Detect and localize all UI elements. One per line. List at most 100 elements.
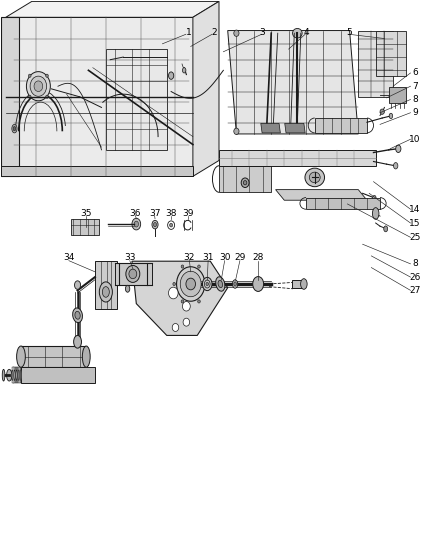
Ellipse shape: [172, 324, 179, 332]
Polygon shape: [21, 367, 95, 383]
Ellipse shape: [10, 370, 11, 381]
Polygon shape: [376, 30, 406, 76]
Ellipse shape: [28, 74, 31, 77]
Ellipse shape: [132, 218, 141, 230]
Ellipse shape: [384, 226, 388, 232]
Ellipse shape: [305, 168, 325, 187]
Polygon shape: [1, 17, 19, 176]
Ellipse shape: [393, 163, 398, 169]
Text: 15: 15: [409, 219, 420, 228]
Ellipse shape: [373, 196, 376, 201]
Ellipse shape: [169, 287, 178, 299]
Polygon shape: [18, 367, 20, 383]
Polygon shape: [276, 190, 367, 200]
Ellipse shape: [99, 282, 113, 302]
Ellipse shape: [82, 346, 90, 367]
Ellipse shape: [241, 178, 249, 188]
Bar: [389, 87, 406, 103]
Ellipse shape: [2, 369, 5, 381]
Polygon shape: [20, 367, 21, 383]
Text: 37: 37: [149, 209, 160, 218]
Ellipse shape: [253, 277, 264, 292]
Text: 8: 8: [412, 95, 418, 104]
Polygon shape: [16, 367, 17, 383]
Ellipse shape: [206, 282, 208, 286]
Ellipse shape: [12, 124, 17, 133]
Polygon shape: [14, 367, 15, 383]
Text: 31: 31: [202, 253, 214, 262]
Text: 28: 28: [252, 253, 264, 262]
Ellipse shape: [181, 265, 184, 268]
Text: 14: 14: [409, 205, 420, 214]
Text: 7: 7: [412, 82, 418, 91]
Ellipse shape: [126, 265, 140, 282]
Text: 4: 4: [303, 28, 309, 37]
Ellipse shape: [16, 370, 17, 381]
Polygon shape: [115, 263, 152, 285]
Ellipse shape: [183, 68, 186, 73]
Text: 38: 38: [166, 209, 177, 218]
Ellipse shape: [293, 28, 302, 38]
Ellipse shape: [202, 277, 212, 290]
Ellipse shape: [169, 72, 174, 79]
Ellipse shape: [380, 109, 385, 114]
Ellipse shape: [177, 266, 205, 301]
Ellipse shape: [17, 346, 25, 367]
Ellipse shape: [153, 222, 156, 227]
Text: 10: 10: [409, 135, 420, 144]
Ellipse shape: [234, 30, 239, 36]
Text: 34: 34: [63, 253, 74, 262]
Ellipse shape: [13, 126, 16, 131]
Polygon shape: [95, 261, 117, 309]
Ellipse shape: [372, 208, 379, 219]
Ellipse shape: [102, 287, 110, 297]
Ellipse shape: [74, 335, 81, 348]
Ellipse shape: [309, 172, 320, 183]
Polygon shape: [132, 261, 228, 335]
Text: 27: 27: [409, 286, 420, 295]
Text: 25: 25: [409, 233, 420, 242]
Ellipse shape: [216, 277, 225, 291]
Ellipse shape: [134, 221, 138, 227]
Ellipse shape: [234, 282, 237, 286]
Text: 29: 29: [234, 253, 246, 262]
Text: 2: 2: [211, 28, 216, 37]
Polygon shape: [315, 118, 367, 133]
Text: 3: 3: [260, 28, 265, 37]
Polygon shape: [228, 30, 358, 134]
Ellipse shape: [234, 128, 239, 134]
Ellipse shape: [12, 370, 13, 381]
Ellipse shape: [198, 265, 200, 268]
Text: 36: 36: [130, 209, 141, 218]
Ellipse shape: [173, 282, 176, 286]
Ellipse shape: [75, 311, 80, 319]
Ellipse shape: [14, 370, 15, 381]
Ellipse shape: [233, 280, 238, 288]
Text: 6: 6: [412, 68, 418, 77]
Text: 8: 8: [412, 260, 418, 268]
Ellipse shape: [18, 370, 19, 381]
Polygon shape: [106, 49, 167, 150]
Polygon shape: [17, 367, 18, 383]
Text: 1: 1: [186, 28, 191, 37]
Ellipse shape: [180, 271, 201, 297]
Ellipse shape: [26, 71, 50, 101]
Ellipse shape: [152, 220, 158, 229]
Ellipse shape: [186, 278, 195, 290]
Ellipse shape: [396, 145, 401, 152]
Polygon shape: [6, 2, 219, 17]
Ellipse shape: [198, 300, 200, 303]
Polygon shape: [358, 30, 393, 97]
Ellipse shape: [46, 74, 48, 77]
Text: 30: 30: [219, 253, 230, 262]
Ellipse shape: [20, 370, 21, 381]
Ellipse shape: [181, 300, 184, 303]
Ellipse shape: [34, 81, 43, 92]
Polygon shape: [193, 2, 219, 176]
Ellipse shape: [218, 280, 223, 288]
Ellipse shape: [30, 76, 47, 96]
Ellipse shape: [129, 269, 137, 279]
Polygon shape: [285, 123, 305, 133]
Polygon shape: [219, 150, 376, 166]
Text: 9: 9: [412, 108, 418, 117]
